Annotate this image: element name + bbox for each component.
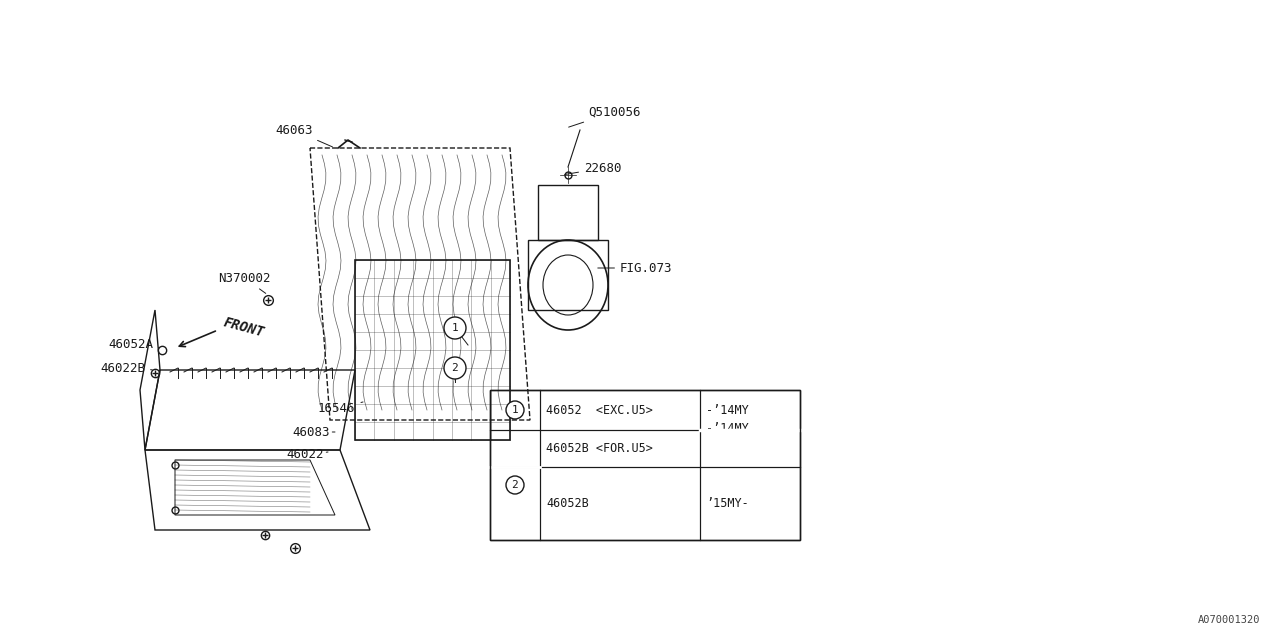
Text: 16546: 16546 bbox=[317, 401, 364, 415]
Text: 46063: 46063 bbox=[275, 124, 333, 147]
Text: 1: 1 bbox=[512, 405, 518, 415]
Text: ’15MY-: ’15MY- bbox=[707, 497, 749, 510]
Text: 2: 2 bbox=[512, 480, 518, 490]
Text: Q510056: Q510056 bbox=[568, 106, 640, 127]
Circle shape bbox=[506, 401, 524, 419]
Text: FRONT: FRONT bbox=[221, 316, 266, 340]
Text: 46083: 46083 bbox=[292, 426, 335, 438]
Circle shape bbox=[444, 357, 466, 379]
Text: N370002: N370002 bbox=[218, 271, 270, 293]
Text: 46022B: 46022B bbox=[100, 362, 152, 374]
Text: 46052B: 46052B bbox=[547, 497, 589, 510]
Text: 46052A: 46052A bbox=[108, 339, 159, 351]
Text: 46052  <EXC.U5>: 46052 <EXC.U5> bbox=[547, 403, 653, 417]
Text: 46052B <FOR.U5>: 46052B <FOR.U5> bbox=[547, 442, 653, 455]
Text: A070001320: A070001320 bbox=[1198, 615, 1260, 625]
Text: 46022: 46022 bbox=[285, 449, 328, 461]
Bar bbox=[490, 390, 800, 540]
Text: -’14MY: -’14MY bbox=[707, 403, 749, 417]
Text: 2: 2 bbox=[452, 363, 458, 373]
Text: 22680: 22680 bbox=[564, 161, 622, 175]
Circle shape bbox=[506, 476, 524, 494]
Text: -’14MY: -’14MY bbox=[707, 422, 749, 435]
Bar bbox=[490, 390, 800, 540]
Text: FIG.073: FIG.073 bbox=[598, 262, 672, 275]
Circle shape bbox=[444, 317, 466, 339]
Text: 1: 1 bbox=[452, 323, 458, 333]
